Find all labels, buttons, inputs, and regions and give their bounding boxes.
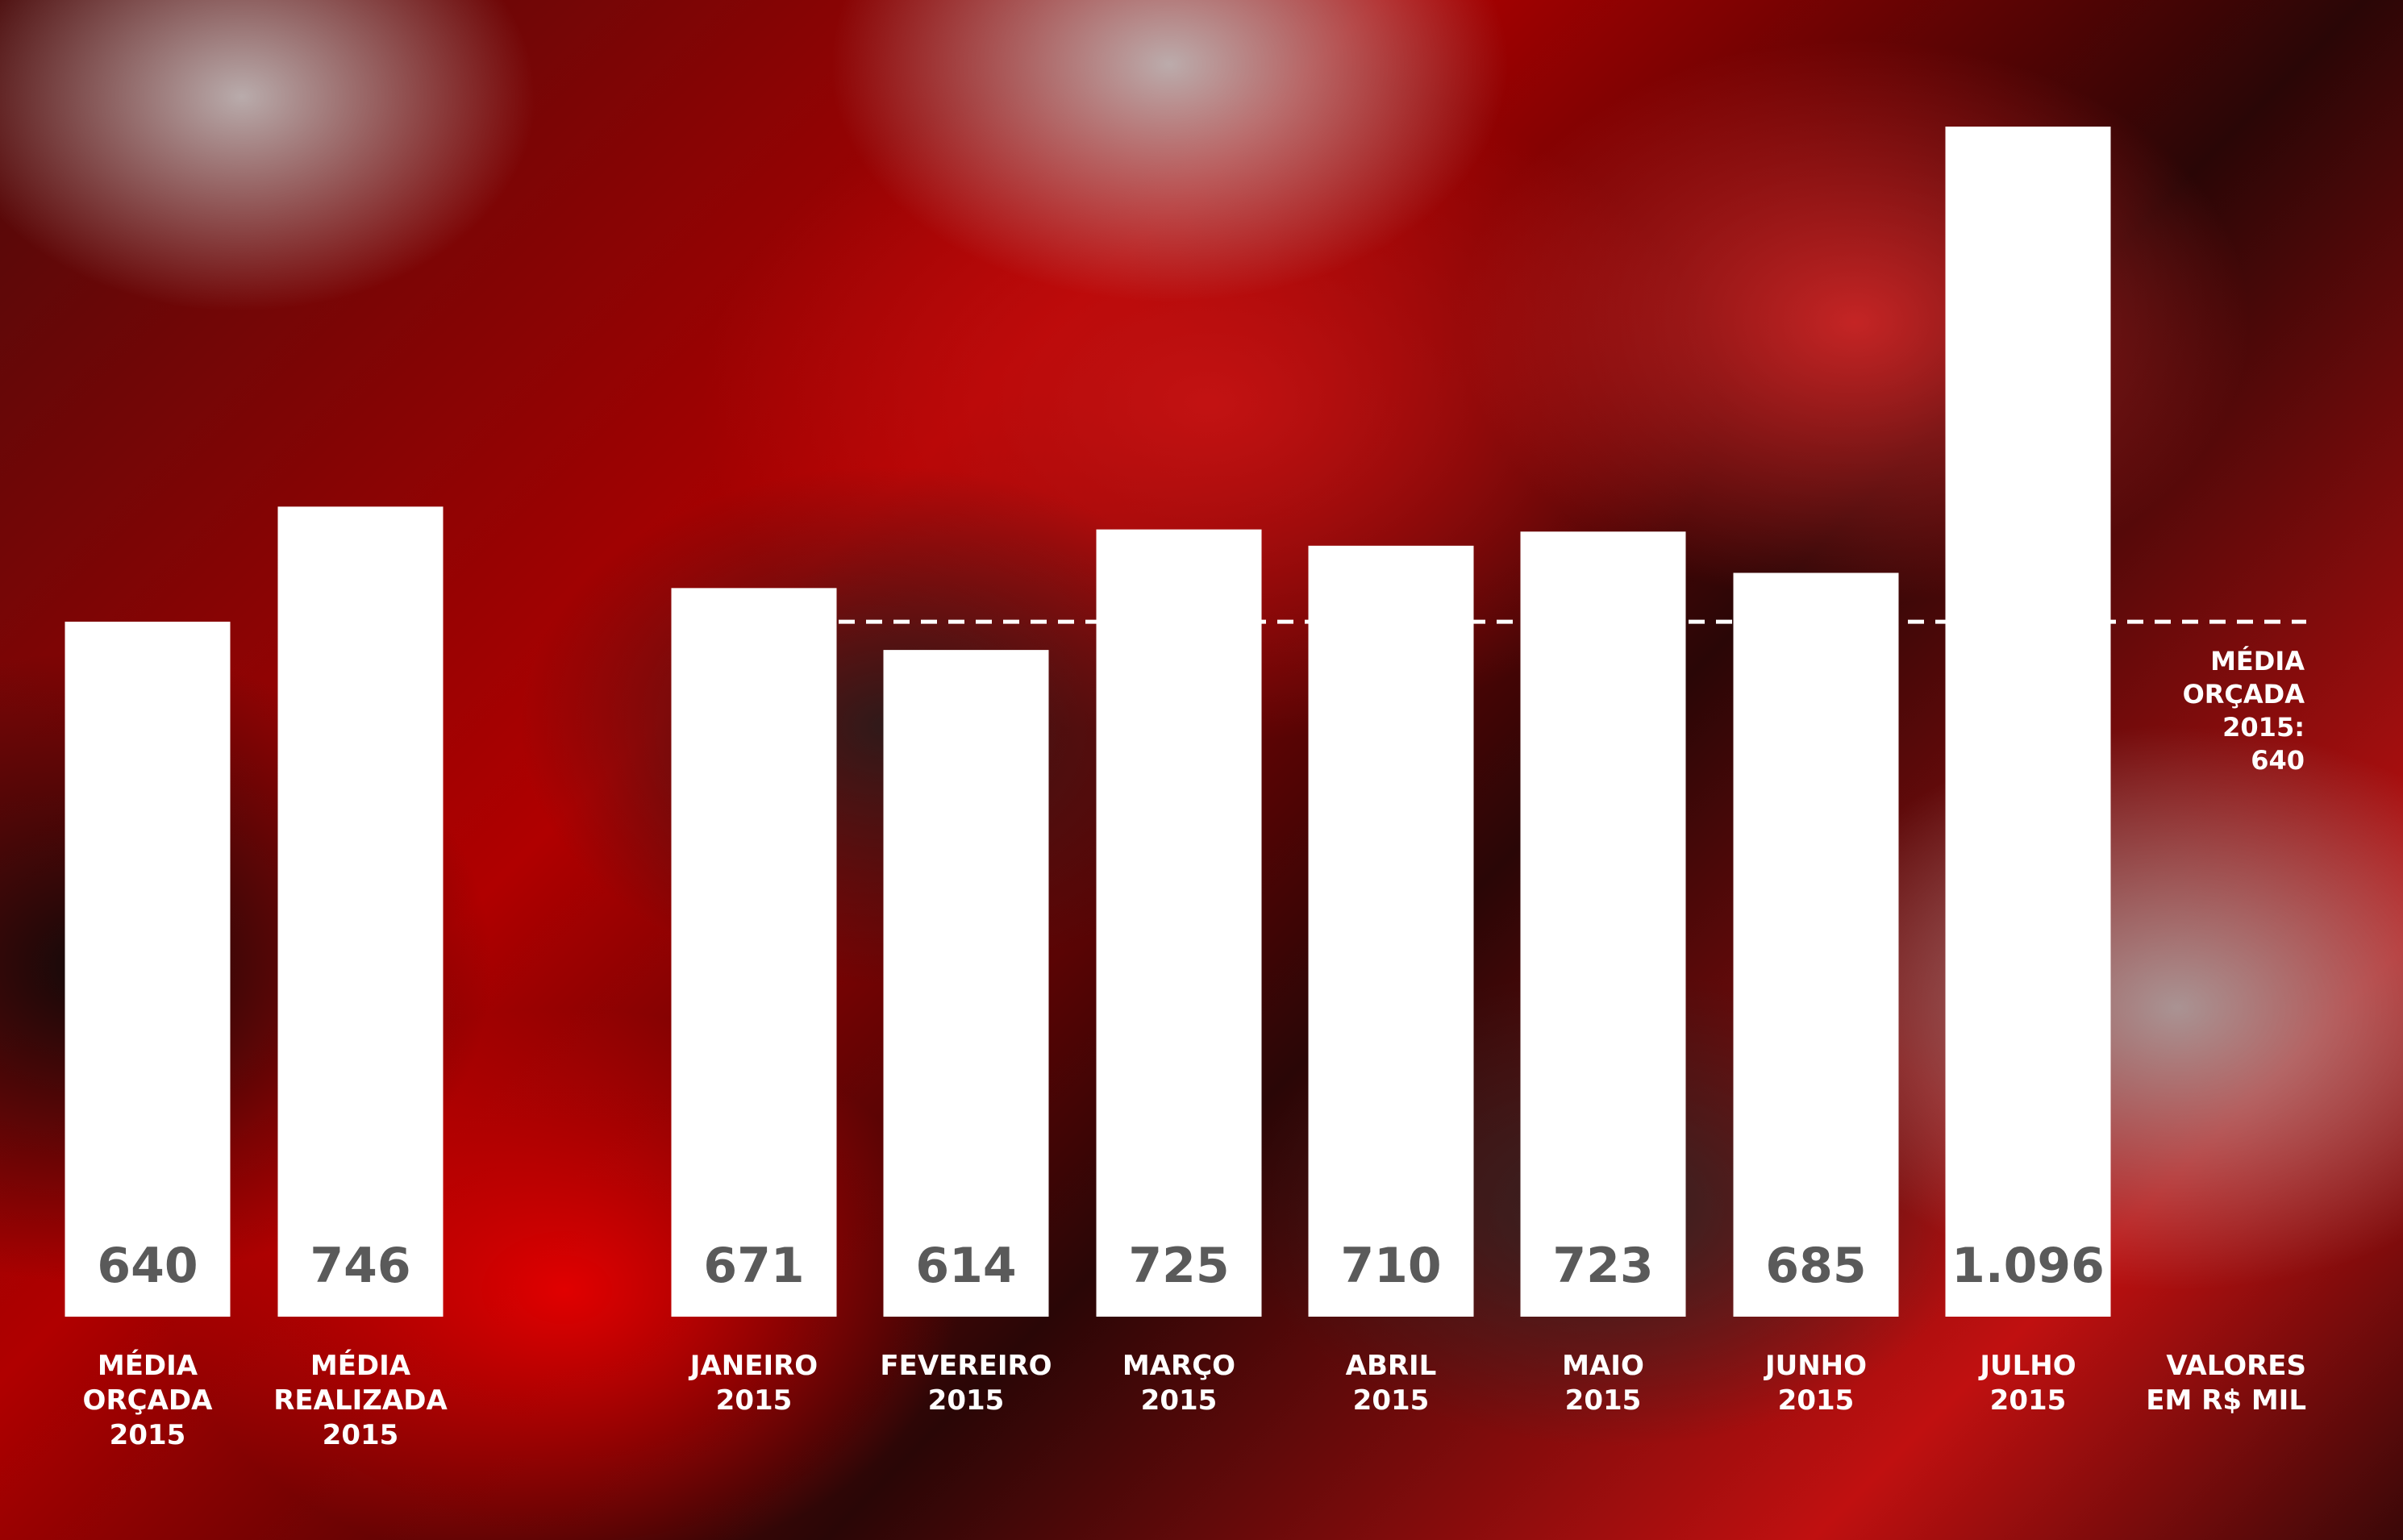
category-label-3: FEVEREIRO 2015 — [880, 1350, 1052, 1417]
category-label-0: MÉDIA ORÇADA 2015 — [83, 1349, 214, 1451]
value-label-7: 685 — [1765, 1238, 1866, 1294]
bar-4 — [1096, 529, 1262, 1317]
reference-line-text: MÉDIA ORÇADA 2015: 640 — [2183, 646, 2305, 776]
bar-5 — [1308, 545, 1474, 1317]
category-label-7: JUNHO 2015 — [1764, 1350, 1867, 1417]
value-label-5: 710 — [1340, 1238, 1441, 1294]
category-label-6: MAIO 2015 — [1562, 1350, 1644, 1417]
value-label-1: 746 — [310, 1238, 410, 1294]
bar-8 — [1945, 127, 2111, 1317]
bar-1 — [277, 506, 444, 1317]
units-note: VALORES EM R$ MIL — [2146, 1350, 2306, 1417]
value-label-0: 640 — [97, 1238, 198, 1294]
units-note-text: VALORES EM R$ MIL — [2146, 1350, 2306, 1417]
value-label-2: 671 — [703, 1238, 804, 1294]
reference-line-label: MÉDIA ORÇADA 2015: 640 — [2183, 646, 2305, 776]
value-label-6: 723 — [1552, 1238, 1653, 1294]
category-label-4: MARÇO 2015 — [1122, 1350, 1235, 1417]
bar-3 — [883, 650, 1049, 1317]
bar-6 — [1520, 531, 1686, 1317]
category-label-8: JULHO 2015 — [1978, 1350, 2076, 1417]
bar-7 — [1733, 572, 1899, 1317]
bar-2 — [671, 588, 837, 1317]
category-label-5: ABRIL 2015 — [1346, 1350, 1437, 1417]
value-label-8: 1.096 — [1951, 1238, 2105, 1294]
value-label-4: 725 — [1128, 1238, 1229, 1294]
value-label-3: 614 — [915, 1238, 1016, 1294]
category-label-1: MÉDIA REALIZADA 2015 — [273, 1349, 448, 1451]
bar-0 — [65, 622, 231, 1317]
category-label-2: JANEIRO 2015 — [689, 1350, 818, 1417]
